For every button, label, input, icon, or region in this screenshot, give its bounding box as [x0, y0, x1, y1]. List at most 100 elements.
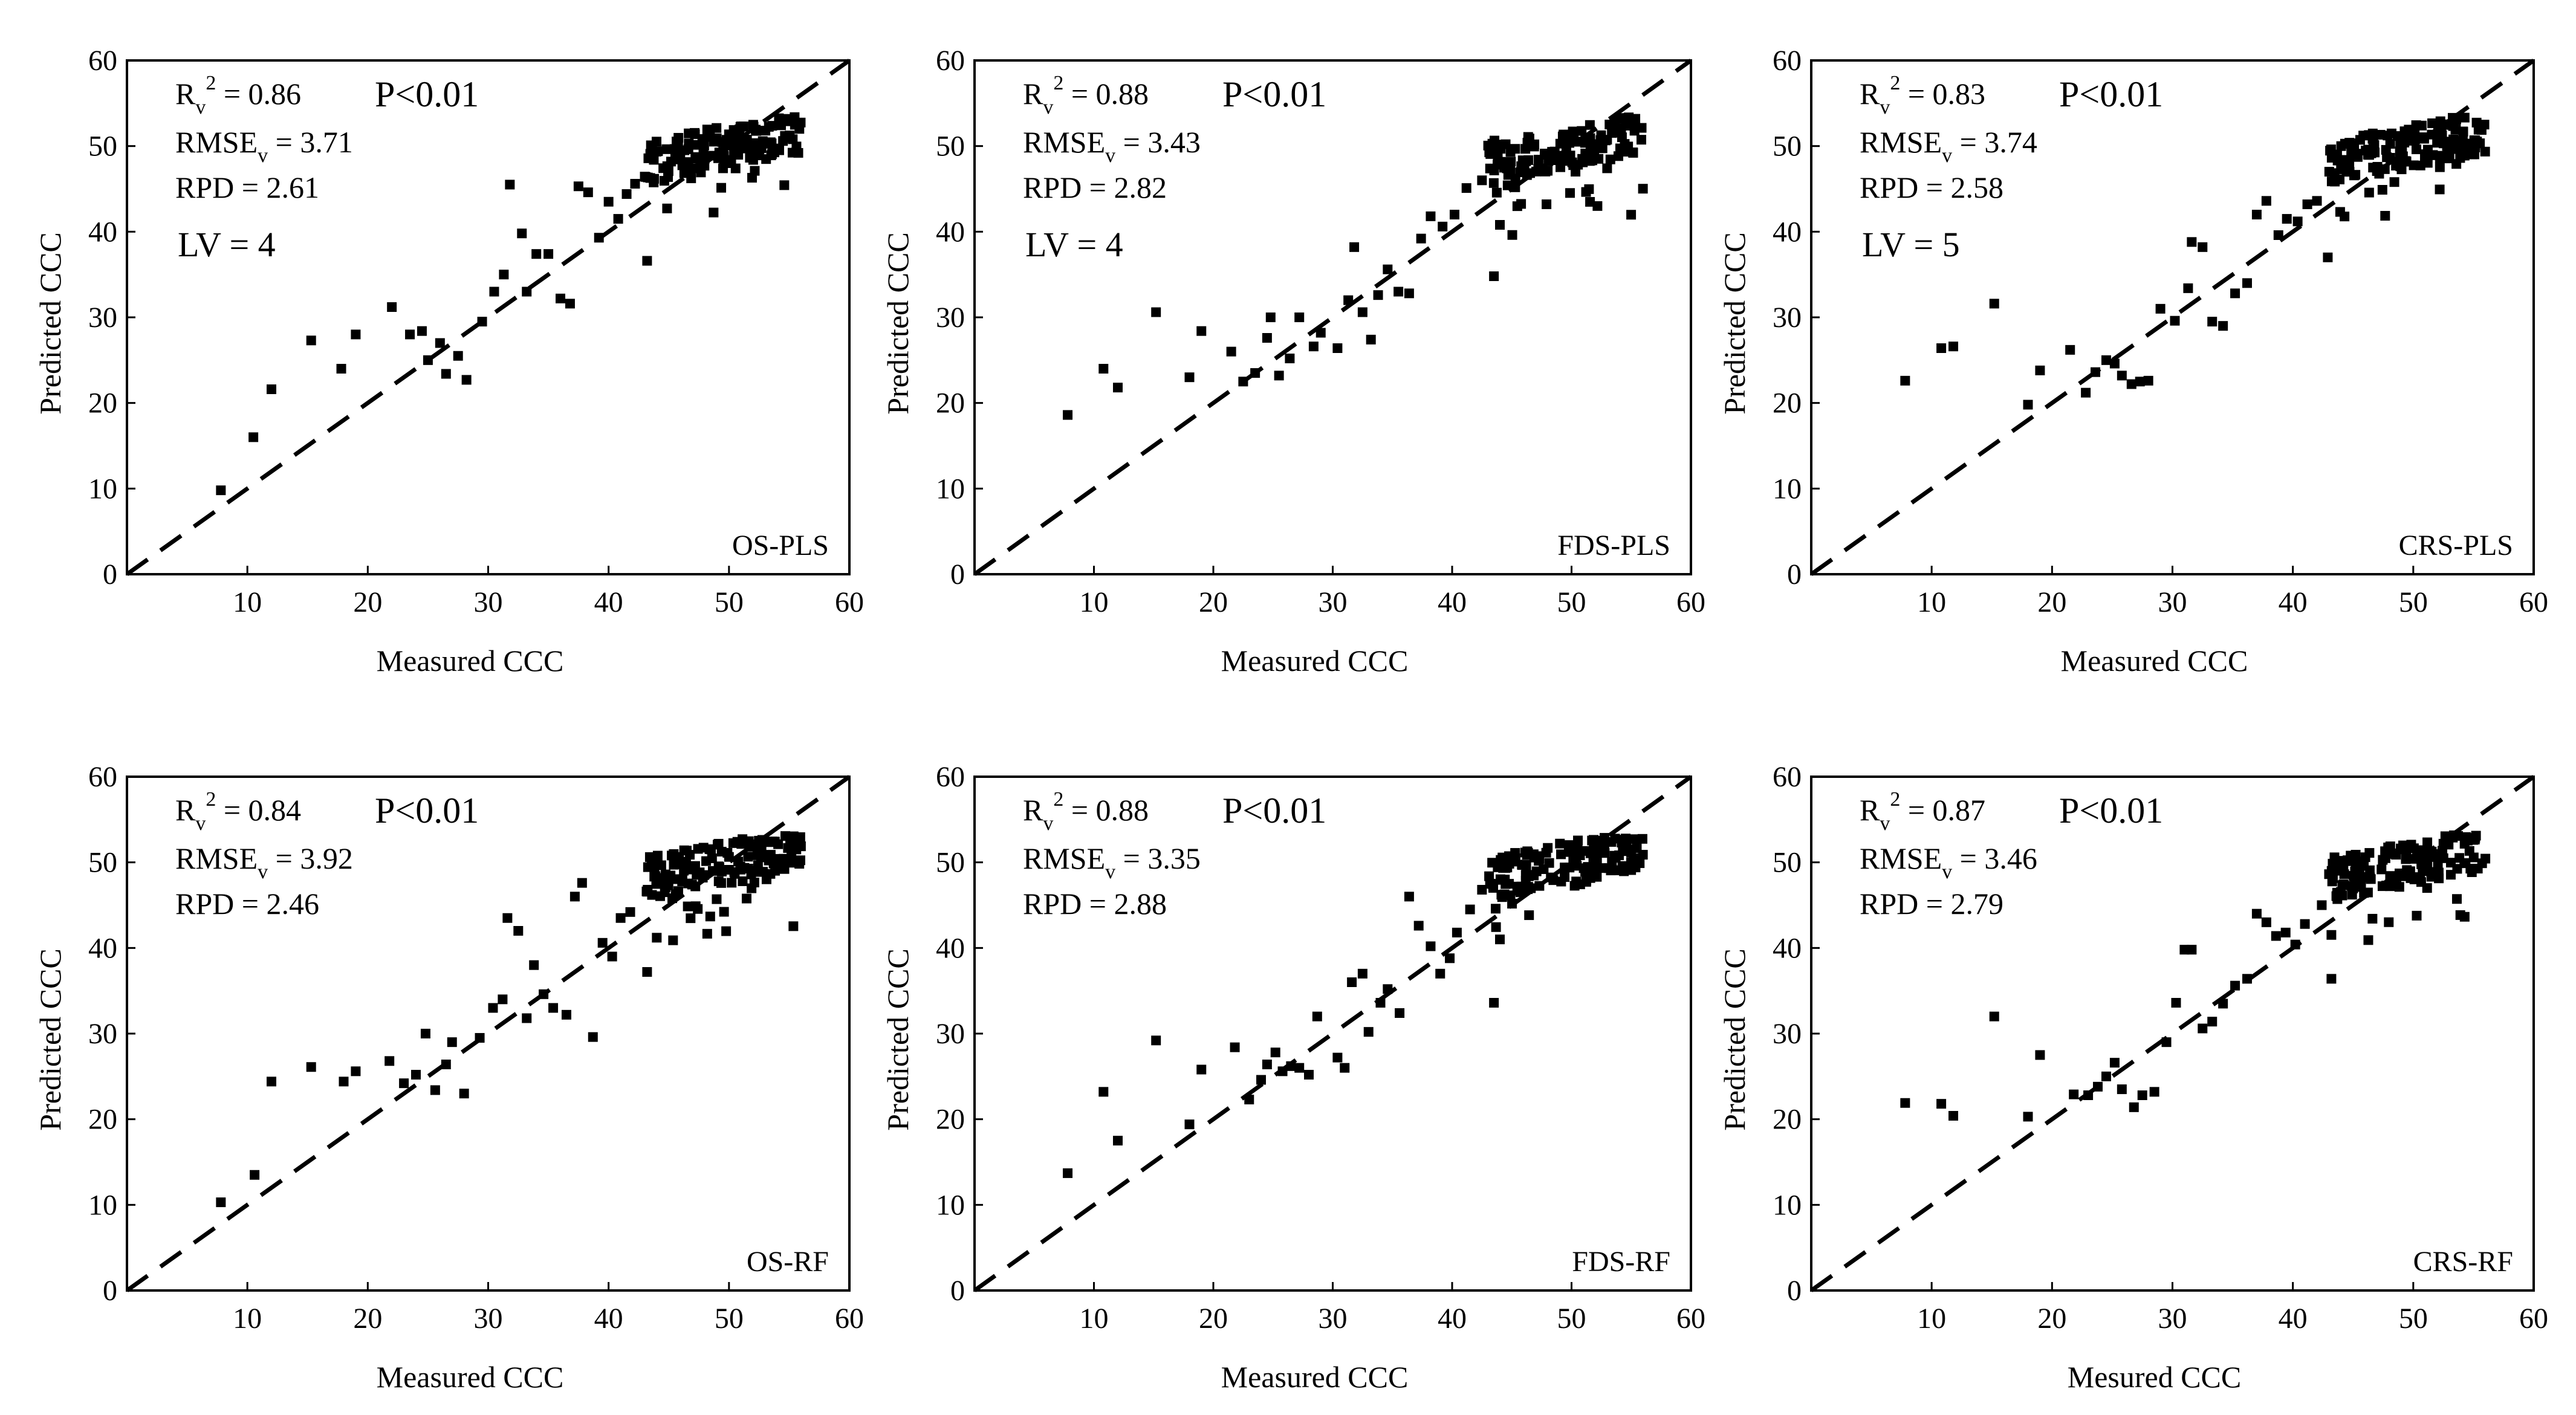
data-point: [441, 1060, 451, 1069]
data-point: [695, 867, 705, 878]
data-point: [1600, 833, 1610, 843]
data-point: [712, 894, 722, 904]
data-point: [788, 134, 798, 144]
data-point: [351, 1066, 361, 1077]
data-point: [771, 858, 782, 868]
data-point: [1304, 1070, 1314, 1080]
x-tick-label: 40: [594, 586, 623, 618]
data-point: [1294, 312, 1305, 322]
data-point: [1488, 178, 1499, 188]
x-tick-label: 40: [1438, 1303, 1467, 1335]
data-point: [351, 329, 361, 340]
data-point: [1516, 199, 1526, 209]
data-point: [683, 160, 693, 170]
data-point: [2083, 1090, 2094, 1100]
y-tick-label: 30: [936, 1018, 965, 1050]
data-point: [1501, 863, 1511, 873]
p-value-stat: P<0.01: [375, 74, 479, 114]
data-point: [1294, 1063, 1305, 1073]
data-point: [2411, 144, 2421, 155]
data-point: [1491, 140, 1502, 150]
data-point: [2350, 866, 2360, 876]
x-tick-label: 30: [1319, 586, 1348, 618]
data-point: [1569, 128, 1579, 138]
data-point: [1587, 835, 1597, 846]
data-point: [1523, 870, 1533, 880]
data-point: [522, 1013, 532, 1023]
y-tick-label: 40: [88, 216, 117, 248]
data-point: [1614, 123, 1624, 134]
data-point: [1507, 899, 1517, 909]
data-point: [1585, 120, 1595, 130]
data-point: [1560, 863, 1570, 873]
data-point: [1626, 210, 1637, 220]
data-point: [2326, 974, 2337, 984]
data-point: [1485, 163, 1495, 173]
data-point: [790, 112, 800, 122]
data-point: [646, 140, 656, 151]
data-point: [650, 871, 661, 881]
data-point: [1948, 342, 1959, 352]
y-tick-label: 20: [936, 387, 965, 419]
rpd-stat: RPD = 2.46: [175, 887, 319, 921]
data-point: [677, 874, 687, 884]
data-point: [2470, 834, 2480, 844]
data-point: [2422, 158, 2433, 168]
data-point: [767, 138, 777, 149]
data-point: [2458, 126, 2468, 137]
y-tick-label: 30: [88, 1018, 117, 1050]
data-point: [621, 189, 632, 199]
data-point: [2419, 860, 2429, 870]
data-point: [2422, 883, 2432, 893]
data-point: [2368, 137, 2378, 147]
data-point: [660, 882, 670, 892]
data-point: [698, 843, 709, 853]
data-point: [686, 167, 696, 178]
data-point: [709, 137, 719, 147]
data-point: [1383, 984, 1393, 994]
data-point: [2389, 177, 2399, 187]
data-point: [2149, 1087, 2159, 1097]
x-tick-label: 20: [2037, 1303, 2066, 1335]
x-tick-label: 40: [1438, 586, 1467, 618]
rpd-stat: RPD = 2.82: [1023, 170, 1167, 204]
data-point: [250, 1170, 260, 1180]
y-tick-label: 20: [1773, 1104, 1802, 1136]
data-point: [782, 114, 792, 124]
data-point: [597, 937, 608, 948]
p-value-stat: P<0.01: [2059, 74, 2163, 114]
data-point: [2101, 1071, 2111, 1081]
x-tick-label: 30: [2158, 1303, 2187, 1335]
data-point: [690, 129, 700, 139]
data-point: [1513, 886, 1523, 896]
data-point: [1340, 1063, 1350, 1073]
x-tick-label: 10: [233, 586, 262, 618]
data-point: [1347, 977, 1357, 987]
data-point: [2419, 134, 2429, 144]
chart-panel-fds-pls: 0 10 20 30 40 50 60 10 20 30 40 50 60 Measured CCC Pre…: [881, 45, 1705, 678]
data-point: [2412, 910, 2422, 921]
data-point: [662, 203, 672, 213]
data-point: [430, 1085, 440, 1095]
data-point: [2198, 242, 2208, 252]
data-point: [1900, 375, 1910, 386]
data-point: [2451, 894, 2462, 904]
data-point: [2475, 138, 2485, 149]
data-point: [2406, 135, 2416, 146]
y-axis-label: Predicted CCC: [881, 948, 915, 1130]
data-point: [2377, 184, 2387, 195]
data-point: [1489, 271, 1499, 281]
data-point: [2312, 196, 2322, 206]
data-point: [625, 907, 635, 917]
y-tick-label: 60: [936, 45, 965, 77]
data-point: [1585, 196, 1595, 207]
data-point: [2143, 375, 2153, 386]
data-point: [719, 151, 729, 161]
data-points: [1900, 830, 2491, 1122]
data-point: [2242, 278, 2252, 288]
data-point: [399, 1078, 409, 1089]
data-point: [2437, 130, 2447, 140]
x-tick-label: 60: [1676, 586, 1705, 618]
data-point: [2468, 852, 2479, 863]
data-point: [565, 299, 575, 309]
